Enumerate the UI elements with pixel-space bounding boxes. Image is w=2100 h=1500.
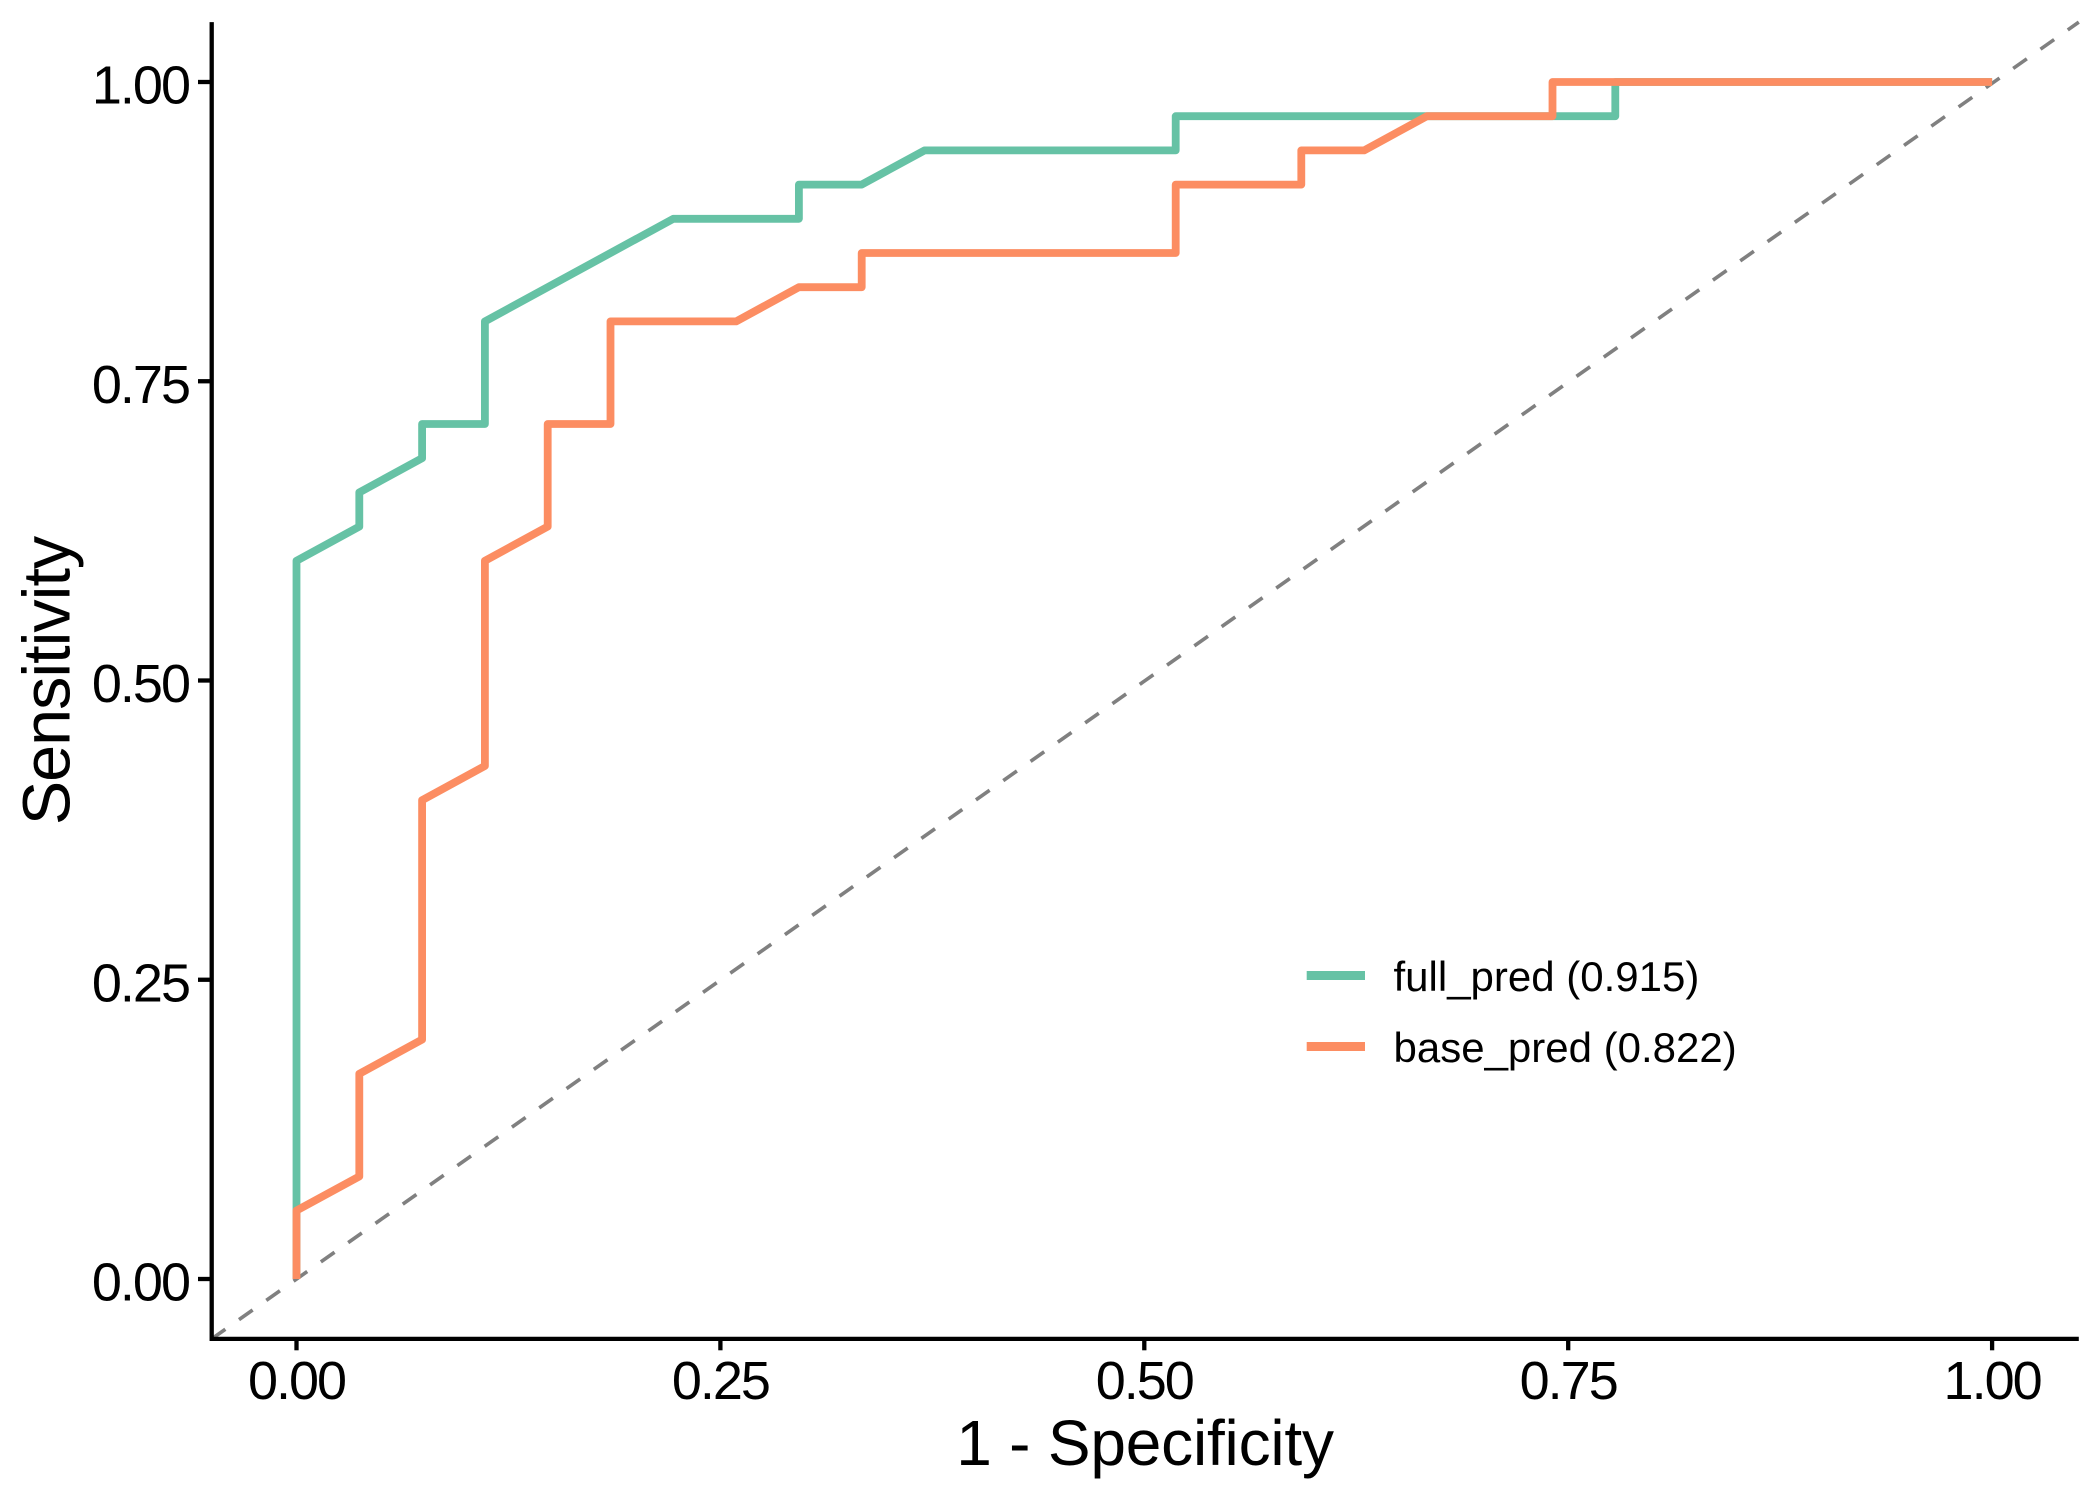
svg-text:0.00: 0.00 — [248, 1351, 345, 1411]
svg-text:1.00: 1.00 — [92, 56, 189, 116]
svg-text:0.25: 0.25 — [672, 1351, 769, 1411]
svg-text:0.25: 0.25 — [92, 953, 189, 1013]
svg-text:0.50: 0.50 — [1096, 1351, 1193, 1411]
svg-text:Sensitivity: Sensitivity — [11, 535, 85, 825]
svg-text:0.50: 0.50 — [92, 654, 189, 714]
svg-text:0.00: 0.00 — [92, 1253, 189, 1313]
svg-text:full_pred (0.915): full_pred (0.915) — [1394, 953, 1700, 1000]
svg-text:1 - Specificity: 1 - Specificity — [956, 1407, 1334, 1479]
svg-text:0.75: 0.75 — [1520, 1351, 1617, 1411]
svg-text:0.75: 0.75 — [92, 355, 189, 415]
svg-text:base_pred (0.822): base_pred (0.822) — [1394, 1024, 1737, 1071]
svg-text:1.00: 1.00 — [1944, 1351, 2041, 1411]
